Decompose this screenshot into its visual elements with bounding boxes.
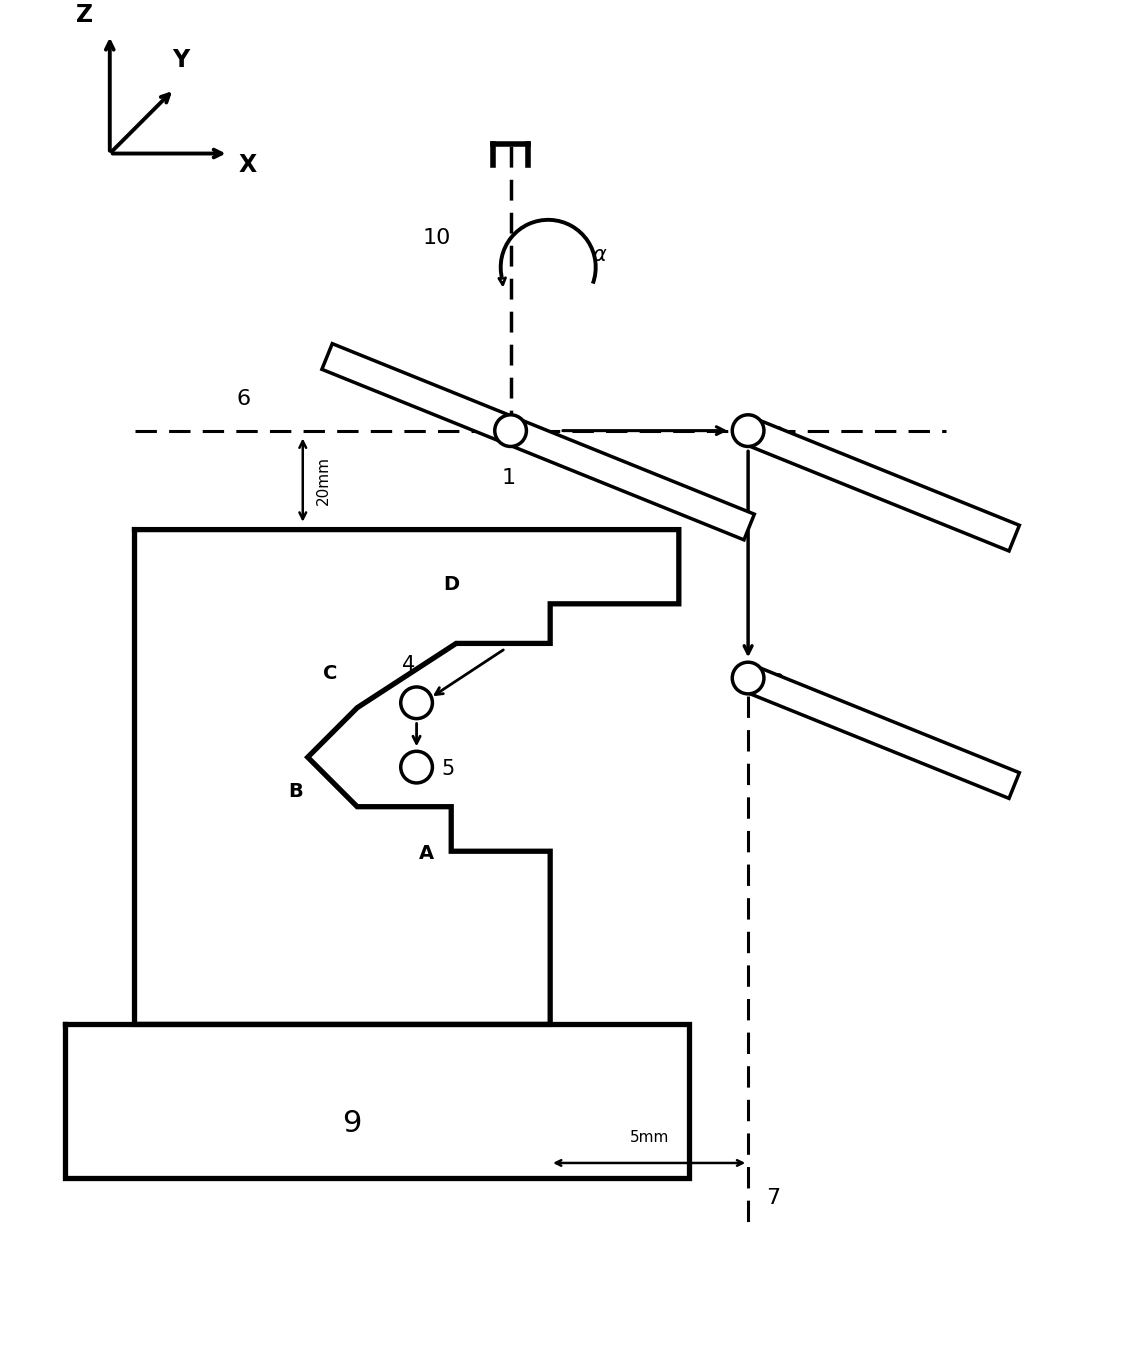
Text: 6: 6 (236, 389, 251, 409)
Circle shape (733, 662, 764, 694)
Text: C: C (323, 663, 338, 682)
Text: A: A (418, 844, 434, 863)
Text: X: X (238, 154, 256, 177)
Polygon shape (743, 665, 1019, 798)
Polygon shape (743, 417, 1019, 551)
Text: 5mm: 5mm (629, 1131, 669, 1146)
Text: 5: 5 (441, 759, 455, 780)
Text: B: B (288, 782, 303, 801)
Text: 2: 2 (770, 426, 784, 446)
Text: 10: 10 (422, 228, 450, 247)
Text: D: D (443, 574, 459, 593)
Circle shape (733, 415, 764, 446)
Circle shape (400, 751, 432, 784)
Text: Z: Z (76, 3, 94, 27)
Text: 9: 9 (342, 1109, 362, 1138)
Text: 4: 4 (403, 655, 415, 676)
Text: 7: 7 (765, 1188, 780, 1208)
Text: 20mm: 20mm (315, 455, 331, 505)
Polygon shape (322, 343, 516, 443)
Text: 3: 3 (770, 673, 784, 693)
Circle shape (494, 415, 526, 446)
Text: Y: Y (172, 49, 189, 73)
Text: $\alpha$: $\alpha$ (592, 246, 607, 265)
Text: 1: 1 (501, 469, 516, 488)
Polygon shape (506, 417, 754, 540)
Circle shape (400, 686, 432, 719)
